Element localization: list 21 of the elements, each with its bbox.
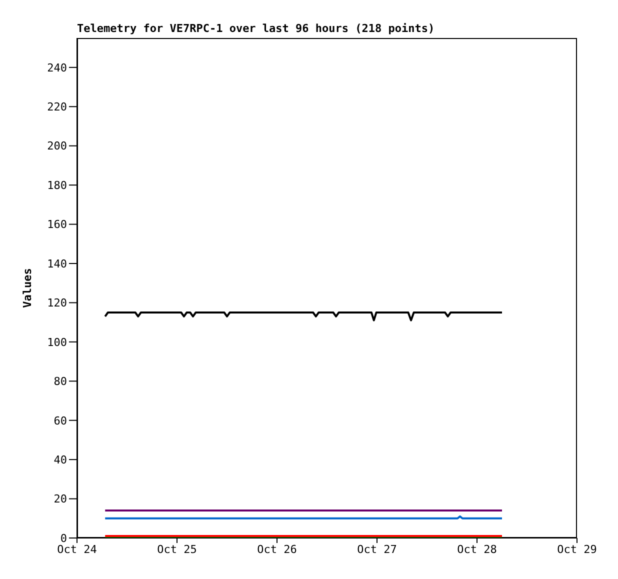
- y-tick-label: 220: [47, 100, 67, 114]
- y-tick-label: 100: [47, 336, 67, 349]
- y-tick-label: 180: [47, 178, 67, 192]
- x-tick-label: Oct 27: [357, 542, 397, 556]
- y-tick-label: 240: [47, 61, 67, 74]
- x-tick-label: Oct 29: [557, 542, 597, 556]
- chart-title: Telemetry for VE7RPC-1 over last 96 hours (218 points): [77, 22, 435, 35]
- y-tick-label: 0: [60, 532, 67, 545]
- y-tick-label: 140: [47, 257, 67, 270]
- x-tick-label: Oct 28: [457, 542, 497, 556]
- y-tick-label: 60: [54, 414, 67, 428]
- y-tick-label: 160: [47, 218, 67, 232]
- y-tick-label: 40: [54, 453, 67, 466]
- y-axis-title: Values: [20, 268, 34, 308]
- x-tick-label: Oct 25: [157, 542, 197, 556]
- y-tick-label: 80: [54, 375, 67, 388]
- x-tick-label: Oct 24: [57, 542, 98, 556]
- x-tick-label: Oct 26: [257, 542, 297, 556]
- y-tick-label: 20: [54, 492, 67, 506]
- y-tick-label: 120: [47, 296, 67, 310]
- y-tick-label: 200: [47, 140, 67, 153]
